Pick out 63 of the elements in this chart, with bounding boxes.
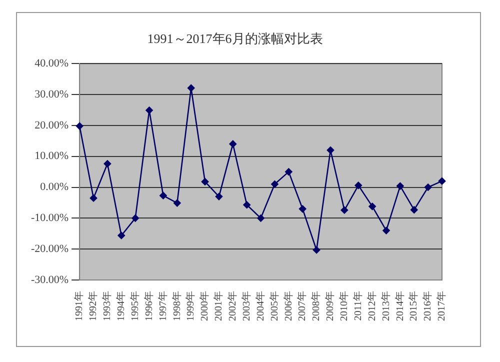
x-tick-label: 1993年: [101, 291, 114, 321]
point: [174, 199, 181, 207]
point: [312, 246, 320, 254]
x-tick-label: 2016年: [422, 291, 434, 321]
y-tick-label: 30.00%: [34, 88, 69, 100]
point: [340, 206, 348, 214]
y-tick-label: 20.00%: [34, 119, 69, 132]
y-tick-label: -10.00%: [31, 212, 69, 224]
point: [160, 192, 167, 200]
x-tick-label: 2013年: [380, 291, 392, 321]
point: [146, 106, 153, 114]
x-tick-label: 2001年: [212, 291, 225, 321]
x-tick-label: 2012年: [366, 291, 378, 321]
x-tick-label: 2014年: [394, 291, 406, 321]
point: [187, 84, 195, 92]
x-tick-label: 2008年: [310, 291, 322, 321]
x-tick-label: 2015年: [408, 291, 420, 321]
x-tick-label: 1992年: [87, 291, 100, 321]
x-tick-label: 1998年: [170, 291, 183, 321]
x-tick-label: 2011年: [352, 291, 364, 321]
x-tick-label: 1997年: [156, 291, 169, 321]
point: [201, 178, 209, 186]
y-tick-label: 40.00%: [34, 57, 69, 70]
y-tick-label: 0.00%: [40, 181, 69, 194]
point: [424, 184, 432, 191]
y-tick-label: -30.00%: [31, 274, 69, 286]
point: [354, 182, 362, 190]
x-tick-label: 2017年: [436, 291, 448, 321]
y-tick-label: -20.00%: [31, 242, 69, 255]
chart-title: 1991～2017年6月的涨幅对比表: [147, 31, 323, 46]
point: [104, 160, 112, 168]
x-tick-label: 2000年: [198, 291, 211, 321]
point: [257, 214, 264, 222]
x-tick-label: 1995年: [128, 291, 141, 321]
point: [438, 177, 446, 185]
x-tick-label: 2006年: [282, 291, 294, 321]
point: [285, 168, 292, 176]
point: [215, 192, 223, 200]
point: [410, 206, 418, 214]
x-tick-label: 2004年: [254, 291, 266, 321]
point: [326, 146, 334, 154]
point: [271, 180, 278, 188]
point: [90, 194, 98, 202]
point: [118, 232, 126, 240]
point: [229, 140, 237, 148]
y-tick-label: 10.00%: [34, 150, 69, 162]
point: [76, 122, 84, 130]
point: [298, 205, 306, 213]
point: [368, 202, 376, 210]
x-tick-label: 1999年: [184, 291, 197, 321]
x-tick-label: 2007年: [296, 291, 308, 321]
x-tick-label: 1996年: [142, 291, 155, 321]
x-tick-label: 2005年: [268, 291, 280, 321]
point: [396, 182, 404, 190]
x-tick-label: 2002年: [226, 291, 239, 321]
x-tick-label: 2009年: [324, 291, 336, 321]
point: [243, 201, 250, 209]
x-tick-label: 2003年: [240, 291, 252, 321]
point: [382, 226, 390, 234]
x-tick-label: 2010年: [338, 291, 350, 321]
x-tick-label: 1994年: [115, 291, 128, 321]
x-tick-label: 1991年: [73, 291, 86, 321]
point: [132, 214, 139, 222]
